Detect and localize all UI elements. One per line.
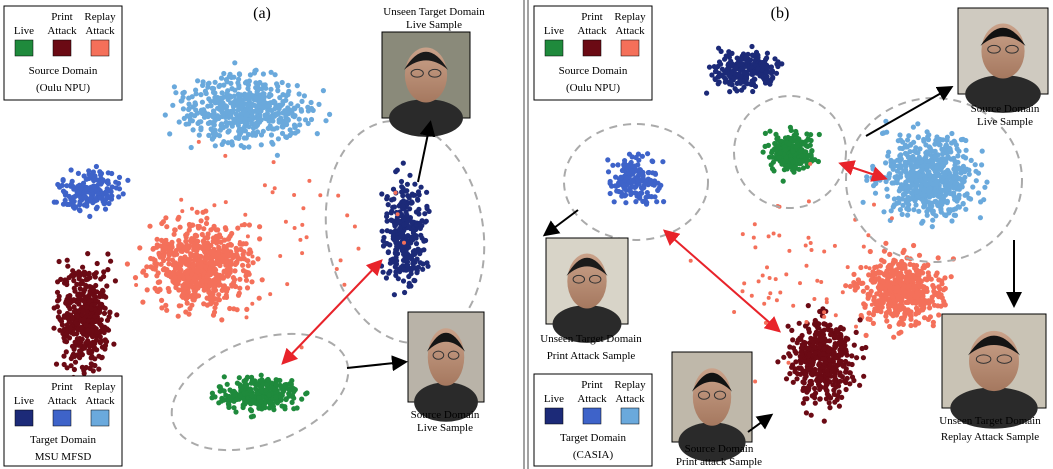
legend-label: Replay — [84, 11, 116, 23]
legend-domain: Target Domain — [30, 434, 96, 446]
arrow-icon — [542, 209, 579, 237]
legend-swatch — [90, 39, 110, 57]
legend-swatch — [544, 39, 564, 57]
legend-label: Replay — [614, 11, 646, 23]
arrow-icon — [281, 259, 383, 365]
arrow-icon — [417, 120, 436, 183]
caption-line: Unseen Target Domain — [383, 6, 485, 18]
dashed-ellipse-icon — [733, 95, 847, 209]
legend-swatch — [90, 409, 110, 427]
dashed-ellipse-icon — [324, 119, 486, 345]
caption-line: Unseen Target Domain — [939, 415, 1041, 427]
caption-line: Replay Attack Sample — [941, 431, 1039, 443]
panel-label-a: (a) — [253, 5, 271, 22]
legend-label: Print — [581, 11, 602, 23]
legend-label: Attack — [615, 25, 645, 37]
legend-label: Replay — [614, 379, 646, 391]
face-photo-icon — [407, 311, 485, 422]
caption-line: Source Domain — [685, 443, 754, 455]
legend-label: Attack — [85, 395, 115, 407]
legend-domain: Source Domain — [559, 65, 628, 77]
legend-target-b: Print Replay Live Attack Attack Target D… — [533, 373, 653, 467]
legend-source-b: Print Replay Live Attack Attack Source D… — [533, 5, 653, 101]
legend-dataset: (Oulu NPU) — [566, 82, 620, 94]
panel-label-b: (b) — [771, 5, 790, 22]
legend-label: Attack — [577, 393, 607, 405]
legend-label: Live — [544, 25, 564, 37]
face-photo-icon — [671, 351, 753, 462]
legend-swatch — [14, 39, 34, 57]
legend-label: Attack — [85, 25, 115, 37]
legend-label: Print — [51, 381, 72, 393]
legend-label: Print — [581, 379, 602, 391]
legend-swatch — [52, 39, 72, 57]
arrow-icon — [747, 413, 774, 433]
legend-swatch — [582, 407, 602, 425]
legend-dataset: MSU MFSD — [35, 451, 92, 463]
legend-label: Attack — [47, 25, 77, 37]
caption-line: Live Sample — [417, 422, 473, 434]
dashed-ellipse-icon — [563, 123, 709, 241]
legend-source-a: Print Replay Live Attack Attack Source D… — [3, 5, 123, 101]
legend-target-a: Print Replay Live Attack Attack Target D… — [3, 375, 123, 467]
caption-line: Print attack Sample — [676, 456, 762, 468]
caption-line: Print Attack Sample — [547, 350, 636, 362]
face-photos — [381, 7, 1049, 462]
legend-label: Attack — [577, 25, 607, 37]
legend-label: Live — [14, 25, 34, 37]
caption-line: Source Domain — [411, 409, 480, 421]
legend-dataset: (Oulu NPU) — [36, 82, 90, 94]
legend-swatch — [582, 39, 602, 57]
legend-label: Print — [51, 11, 72, 23]
legend-domain: Source Domain — [29, 65, 98, 77]
arrow-icon — [838, 160, 888, 182]
face-photo-icon — [545, 237, 629, 343]
caption-line: Live Sample — [977, 116, 1033, 128]
legend-swatch — [52, 409, 72, 427]
arrow-icon — [865, 86, 954, 137]
legend-swatch — [620, 407, 640, 425]
scatter-panel-a — [51, 60, 432, 420]
legend-swatch — [14, 409, 34, 427]
legend-swatch — [544, 407, 564, 425]
caption-line: Unseen Target Domain — [540, 333, 642, 345]
face-photo-icon — [381, 31, 471, 137]
legend-dataset: (CASIA) — [573, 449, 614, 461]
legend-label: Attack — [615, 393, 645, 405]
legend-label: Attack — [47, 395, 77, 407]
scatter-panel-b — [605, 43, 990, 424]
arrow-icon — [346, 355, 408, 372]
legend-label: Live — [14, 395, 34, 407]
legend-domain: Target Domain — [560, 432, 626, 444]
caption-line: Source Domain — [971, 103, 1040, 115]
face-photo-icon — [941, 313, 1047, 429]
legend-swatch — [620, 39, 640, 57]
legend-label: Replay — [84, 381, 116, 393]
legend-label: Live — [544, 393, 564, 405]
face-photo-icon — [957, 7, 1049, 113]
caption-line: Live Sample — [406, 19, 462, 31]
arrow-icon — [662, 229, 782, 333]
